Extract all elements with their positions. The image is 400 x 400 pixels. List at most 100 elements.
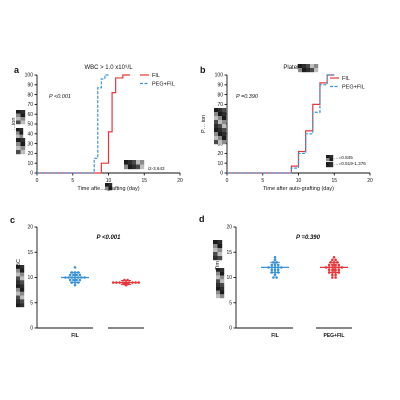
mosaic-cell xyxy=(220,279,225,284)
y-tick-label: 10 xyxy=(27,161,33,167)
mosaic-cell xyxy=(140,164,145,170)
category-label: FIL xyxy=(71,333,79,339)
panel-b-km-chart: 051015200102030405060708090100Platel… ⁹/… xyxy=(201,64,373,192)
mosaic-cell xyxy=(298,68,303,73)
mosaic-cell xyxy=(20,272,25,277)
data-point xyxy=(332,255,336,259)
mosaic-cell xyxy=(222,128,227,133)
mosaic-cell xyxy=(128,164,133,170)
mosaic-cell xyxy=(16,128,20,132)
mosaic-cell xyxy=(20,291,25,296)
p-value: P <0.001 xyxy=(49,94,71,100)
data-point xyxy=(270,268,274,272)
mosaic-cell xyxy=(220,294,225,299)
y-tick-label: 80 xyxy=(27,92,33,98)
y-tick-label: 15 xyxy=(226,250,232,256)
x-tick-label: 5 xyxy=(261,178,264,184)
p-value: P =0.390 xyxy=(296,235,321,241)
obscured-region xyxy=(16,110,26,125)
mosaic-cell xyxy=(302,64,307,69)
mosaic-cell xyxy=(306,68,311,73)
mosaic-cell xyxy=(222,112,227,117)
mosaic-cell xyxy=(214,124,219,129)
mosaic-cell xyxy=(218,140,223,145)
mosaic-cell xyxy=(216,290,221,295)
mosaic-cell xyxy=(214,108,219,113)
panel-d-letter: d xyxy=(199,214,205,224)
series-line-fil xyxy=(227,74,335,174)
y-tick-label: 0 xyxy=(30,171,33,177)
mosaic-cell xyxy=(310,68,315,73)
mosaic-cell xyxy=(220,271,225,276)
data-point xyxy=(334,268,337,272)
mosaic-cell xyxy=(132,164,137,170)
mosaic-cell xyxy=(217,252,223,257)
mosaic-cell xyxy=(222,108,227,113)
y-tick-label: 10 xyxy=(27,275,33,281)
data-point xyxy=(331,263,334,267)
mosaic-cell xyxy=(128,160,133,165)
mosaic-cell xyxy=(326,162,330,168)
mosaic-cell xyxy=(306,64,311,69)
mosaic-cell xyxy=(217,248,223,253)
mosaic-cell xyxy=(220,275,225,280)
mosaic-cell xyxy=(214,136,219,141)
mosaic-cell xyxy=(222,140,227,145)
panel-a-letter: a xyxy=(14,65,20,75)
data-point xyxy=(334,263,337,267)
mosaic-cell xyxy=(16,113,21,118)
y-axis-label: …ion xyxy=(11,118,17,131)
mosaic-cell xyxy=(213,256,218,261)
obscured-region xyxy=(298,64,319,73)
mosaic-cell xyxy=(16,131,20,135)
y-tick-label: 0 xyxy=(220,171,223,177)
y-tick-label: 20 xyxy=(217,151,223,157)
x-tick-label: 0 xyxy=(226,178,229,184)
y-tick-label: 30 xyxy=(27,141,33,147)
y-tick-label: 5 xyxy=(30,300,33,306)
series-line-peg-fil xyxy=(227,74,335,174)
legend-label: FIL xyxy=(342,76,350,82)
mosaic-cell xyxy=(16,295,21,300)
mosaic-cell xyxy=(216,271,221,276)
x-tick-label: 20 xyxy=(367,178,373,184)
mosaic-cell xyxy=(218,120,223,125)
data-point xyxy=(273,273,277,277)
mosaic-cell xyxy=(217,244,223,249)
mosaic-cell xyxy=(16,303,21,308)
hr-statistic-line-1: …=0.845 xyxy=(334,155,353,160)
mosaic-cell xyxy=(220,268,225,272)
mosaic-cell xyxy=(108,183,113,187)
mosaic-cell xyxy=(213,248,218,253)
mosaic-cell xyxy=(326,155,330,159)
data-point xyxy=(75,273,78,277)
data-point xyxy=(334,273,337,277)
mosaic-cell xyxy=(218,112,223,117)
y-tick-label: 20 xyxy=(27,151,33,157)
mosaic-cell xyxy=(214,140,219,145)
mosaic-cell xyxy=(16,142,21,147)
y-tick-label: 20 xyxy=(27,225,33,231)
data-point xyxy=(68,278,72,282)
mosaic-cell xyxy=(16,138,21,143)
x-tick-label: 0 xyxy=(36,178,39,184)
data-point xyxy=(276,268,280,272)
mosaic-cell xyxy=(16,299,21,304)
y-axis-label: Tim xyxy=(215,261,221,270)
mosaic-cell xyxy=(108,186,113,191)
mosaic-cell xyxy=(20,284,25,289)
mosaic-cell xyxy=(20,303,25,308)
data-point xyxy=(334,258,337,262)
panel-d-dot-plot: 0 5 10 15 20 FIL PEG+FIL P =0.390 Tim xyxy=(213,225,352,339)
mosaic-cell xyxy=(302,68,307,73)
x-tick-label: 5 xyxy=(71,178,74,184)
mosaic-cell xyxy=(20,146,26,151)
obscured-region xyxy=(16,138,26,155)
mosaic-cell xyxy=(19,134,24,139)
mosaic-cell xyxy=(16,110,21,114)
category-label: PEG+FIL xyxy=(324,333,345,339)
y-axis-label: P… ion xyxy=(201,115,207,133)
mosaic-cell xyxy=(220,283,225,287)
mosaic-cell xyxy=(216,279,221,284)
